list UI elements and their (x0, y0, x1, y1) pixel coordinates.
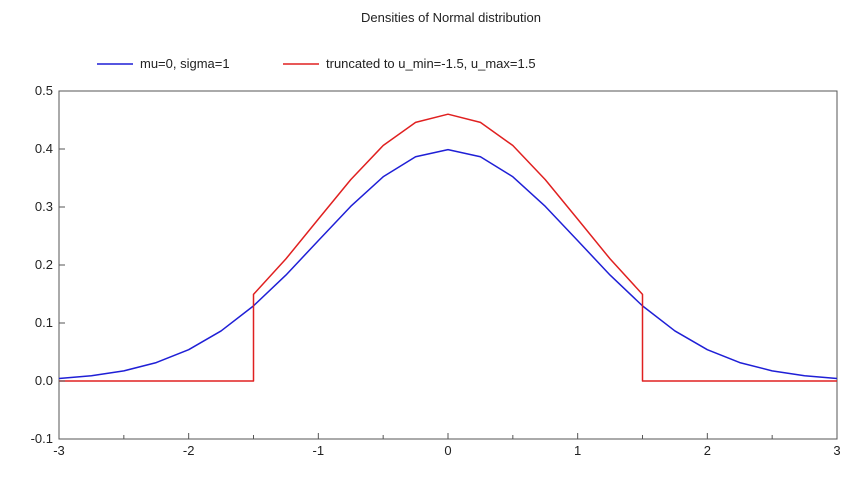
series-line-1 (59, 113, 837, 382)
y-tick-label: 0.2 (35, 257, 53, 272)
legend-label-1: truncated to u_min=-1.5, u_max=1.5 (326, 56, 536, 71)
plot-frame (58, 90, 838, 440)
series-layer (58, 113, 838, 382)
x-tick-label: -3 (53, 443, 65, 458)
y-tick-label: 0.3 (35, 199, 53, 214)
y-tick-label: 0.5 (35, 83, 53, 98)
x-tick-label: -2 (183, 443, 195, 458)
series-line-0 (58, 148, 838, 380)
plot-area (59, 91, 837, 439)
x-tick-label: 2 (704, 443, 711, 458)
y-tick-label: -0.1 (31, 431, 53, 446)
x-tick-label: 3 (833, 443, 840, 458)
chart-title: Densities of Normal distribution (361, 10, 541, 25)
x-tick-label: 1 (574, 443, 581, 458)
x-tick-label: -1 (313, 443, 325, 458)
y-tick-label: 0.0 (35, 373, 53, 388)
y-tick-label: 0.1 (35, 315, 53, 330)
y-tick-label: 0.4 (35, 141, 53, 156)
legend-label-0: mu=0, sigma=1 (140, 56, 230, 71)
legend: mu=0, sigma=1 truncated to u_min=-1.5, u_… (97, 56, 536, 71)
axes: -3 -2 -1 0 1 2 3 -0.1 0.0 0.1 0.2 0.3 0.4 0.5 (31, 83, 841, 458)
x-tick-label: 0 (444, 443, 451, 458)
